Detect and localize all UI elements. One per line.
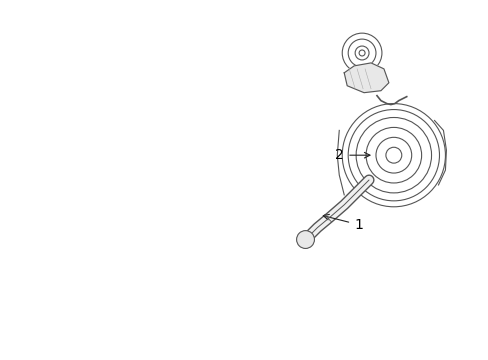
- Polygon shape: [344, 63, 388, 93]
- Circle shape: [296, 231, 314, 248]
- Text: 1: 1: [323, 215, 362, 231]
- Text: 2: 2: [335, 148, 369, 162]
